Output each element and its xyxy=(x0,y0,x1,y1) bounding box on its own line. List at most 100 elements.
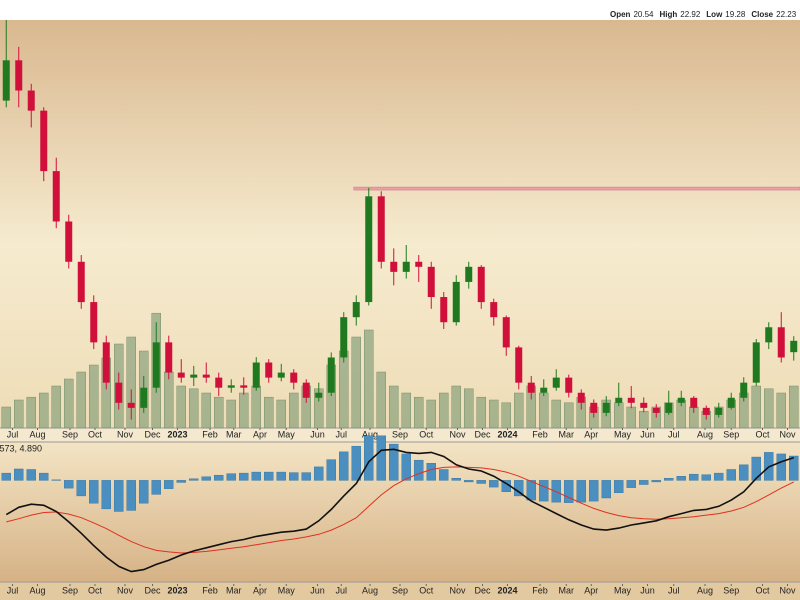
volume-bar xyxy=(389,385,399,429)
candle-body xyxy=(465,266,473,282)
x-tick-label: May xyxy=(614,429,632,439)
histogram-bar xyxy=(64,480,74,489)
volume-bar xyxy=(764,388,774,429)
histogram-bar xyxy=(539,480,549,502)
candle-body xyxy=(277,372,285,378)
histogram-bar xyxy=(489,480,499,488)
volume-bar xyxy=(776,392,786,429)
candle-body xyxy=(265,362,273,378)
histogram-bar xyxy=(451,478,461,481)
candle-body xyxy=(702,407,710,415)
x-tick-label: Aug xyxy=(29,429,45,439)
candle-body xyxy=(140,387,148,408)
candle-body xyxy=(240,385,248,388)
header-label: Open xyxy=(610,10,631,19)
histogram-bar xyxy=(214,474,224,481)
x-tick-label: May xyxy=(278,585,296,595)
volume-bar xyxy=(51,385,61,429)
x-tick-label: Nov xyxy=(449,585,466,595)
histogram-bar xyxy=(701,474,711,481)
candle-body xyxy=(440,297,448,323)
histogram-bar xyxy=(651,480,661,483)
histogram-bar xyxy=(239,472,249,481)
header-value: 22.92 xyxy=(680,10,701,19)
candle-body xyxy=(165,342,173,373)
volume-bar xyxy=(239,392,249,429)
plot-layer: Jul Jul Aug Aug Sep Sep Oct Oct Nov Nov Dec Dec 2023… xyxy=(0,10,800,595)
x-tick-label: Nov xyxy=(117,429,134,439)
candle-body xyxy=(202,374,210,378)
candle-body xyxy=(502,317,510,348)
histogram-bar xyxy=(414,459,424,481)
histogram-bar xyxy=(164,480,174,489)
histogram-bar xyxy=(714,472,724,481)
histogram-bar xyxy=(276,471,286,481)
histogram-bar xyxy=(726,469,736,481)
volume-bar xyxy=(564,402,574,429)
volume-bar xyxy=(214,396,224,429)
histogram-bar xyxy=(51,479,61,481)
x-tick-label: Mar xyxy=(559,429,575,439)
volume-bar xyxy=(439,392,449,429)
volume-bar xyxy=(501,402,511,429)
x-tick-label: Feb xyxy=(532,585,548,595)
x-tick-label: Sep xyxy=(62,429,78,439)
volume-bar xyxy=(39,392,49,429)
candle-body xyxy=(665,402,673,413)
volume-bar xyxy=(226,399,236,429)
candle-body xyxy=(90,302,98,343)
x-tick-label: Feb xyxy=(202,585,218,595)
x-tick-label: Apr xyxy=(253,429,267,439)
histogram-bar xyxy=(139,480,149,504)
candle-body xyxy=(490,302,498,318)
x-tick-label: Mar xyxy=(559,585,575,595)
macd-line xyxy=(5,448,795,573)
histogram-bar xyxy=(389,443,399,481)
macd-panel xyxy=(0,442,800,582)
candle-body xyxy=(190,374,198,378)
candle-body xyxy=(40,110,48,172)
x-tick-label: Feb xyxy=(202,429,218,439)
candle-body xyxy=(715,407,723,415)
candle-body xyxy=(127,402,135,408)
x-tick-label: Oct xyxy=(419,429,434,439)
volume-bar xyxy=(14,399,24,429)
candle-body xyxy=(315,392,323,398)
volume-bar xyxy=(351,336,361,429)
x-tick-label: Oct xyxy=(88,429,103,439)
x-tick-label: Aug xyxy=(29,585,45,595)
histogram-bar xyxy=(751,456,761,481)
x-tick-label: Jun xyxy=(310,429,325,439)
histogram-bar xyxy=(339,451,349,481)
histogram-bar xyxy=(789,455,799,481)
header-value: 22.23 xyxy=(776,10,797,19)
x-tick-label: Nov xyxy=(779,585,796,595)
candle-body xyxy=(65,221,73,262)
histogram-bar xyxy=(114,480,124,512)
histogram-bar xyxy=(401,453,411,481)
x-tick-label: Jul xyxy=(668,585,680,595)
x-tick-label: Dec xyxy=(474,585,491,595)
volume-bar xyxy=(164,371,174,429)
x-tick-label: Apr xyxy=(584,585,598,595)
x-tick-label: Sep xyxy=(723,585,739,595)
candle-body xyxy=(765,327,773,343)
x-tick-label: Oct xyxy=(419,585,434,595)
x-tick-label: Aug xyxy=(697,585,713,595)
header-label: Low xyxy=(706,10,723,19)
volume-bar xyxy=(514,392,524,429)
histogram-bar xyxy=(26,469,36,481)
histogram-bar xyxy=(776,453,786,481)
candle-body xyxy=(790,340,798,353)
candle-body xyxy=(377,196,385,262)
histogram-bar xyxy=(39,472,49,481)
candle-body xyxy=(390,261,398,272)
volume-bar xyxy=(614,402,624,429)
x-tick-label: May xyxy=(614,585,632,595)
candle-body xyxy=(327,357,335,393)
candle-body xyxy=(177,372,185,378)
volume-bar xyxy=(26,396,36,429)
candle-body xyxy=(290,372,298,383)
candle-body xyxy=(227,385,235,388)
